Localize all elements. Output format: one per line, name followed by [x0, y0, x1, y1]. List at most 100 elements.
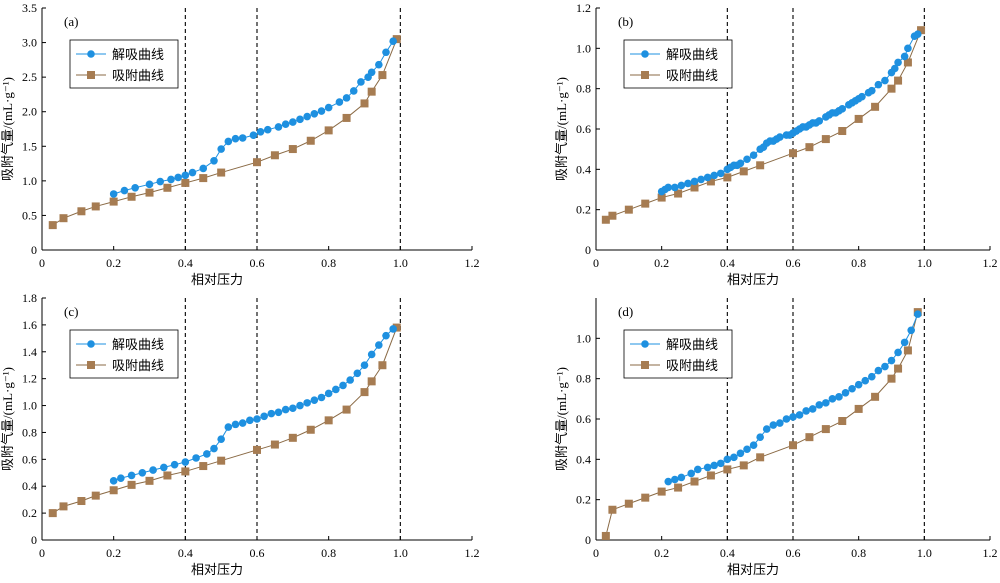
desorption-point	[260, 412, 268, 421]
desorption-point	[346, 376, 354, 384]
x-tick-label: 0.8	[321, 256, 336, 270]
desorption-point	[149, 466, 157, 474]
adsorption-point	[624, 205, 633, 214]
desorption-point	[716, 459, 725, 468]
y-tick-label: 0.6	[22, 452, 37, 466]
desorption-point	[887, 356, 896, 365]
adsorption-point	[674, 483, 683, 492]
desorption-point	[117, 474, 125, 482]
desorption-point	[389, 37, 397, 45]
adsorption-point	[821, 135, 830, 144]
x-tick-label: 0	[593, 546, 599, 560]
adsorption-point	[181, 178, 190, 187]
y-tick-label: 0.2	[576, 493, 591, 507]
legend-label-adsorption: 吸附曲线	[666, 68, 718, 83]
x-axis-title: 相对压力	[191, 272, 243, 287]
adsorption-point	[367, 87, 376, 96]
desorption-point	[835, 393, 843, 401]
desorption-point	[217, 435, 225, 443]
y-tick-label: 2.5	[22, 70, 37, 84]
adsorption-point	[871, 102, 880, 111]
y-tick-label: 0	[585, 243, 591, 257]
chart-panel-1: 0 0.2 0.4 0.6 0.8 1.0 1.2 0 0.5 1.0 1.5 2.0 2.5 3.0 3.…	[0, 1, 480, 287]
adsorption-point	[887, 84, 896, 93]
adsorption-point	[91, 491, 100, 500]
desorption-point	[743, 445, 751, 454]
adsorption-point	[288, 433, 297, 442]
desorption-point	[776, 419, 784, 427]
desorption-point	[736, 159, 745, 168]
legend-label-adsorption: 吸附曲线	[666, 358, 718, 373]
adsorption-point	[871, 392, 880, 401]
adsorption-point	[805, 433, 814, 442]
desorption-point	[289, 404, 297, 413]
adsorption-point	[894, 364, 903, 373]
adsorption-point	[706, 177, 715, 186]
adsorption-point	[145, 188, 154, 197]
desorption-point	[710, 461, 718, 470]
desorption-point	[335, 98, 344, 106]
desorption-point	[210, 444, 218, 453]
x-tick-label: 1.2	[465, 256, 480, 270]
adsorption-point	[270, 151, 279, 160]
y-tick-label: 1.2	[22, 372, 37, 386]
y-tick-label: 1.0	[576, 331, 591, 345]
desorption-point	[749, 441, 758, 450]
desorption-point	[324, 389, 333, 398]
adsorption-point	[360, 388, 369, 397]
adsorption-point	[253, 445, 261, 454]
chart-panel-3: 0 0.2 0.4 0.6 0.8 1.0 1.2 0 0.2 0.4 0.6 0.8 1.0 1.2 1.…	[0, 291, 480, 577]
adsorption-point	[77, 497, 86, 506]
desorption-point	[848, 384, 856, 393]
adsorption-point	[690, 477, 699, 486]
x-tick-label: 0.4	[720, 546, 735, 560]
y-tick-label: 0.4	[576, 452, 591, 466]
y-tick-label: 1.0	[22, 174, 37, 188]
y-tick-label: 1.6	[22, 318, 37, 332]
desorption-point	[375, 60, 383, 69]
adsorption-point	[270, 440, 279, 449]
adsorption-point	[199, 462, 208, 471]
desorption-point	[776, 133, 784, 141]
x-axis-title: 相对压力	[191, 562, 243, 577]
x-tick-label: 1.0	[393, 256, 408, 270]
adsorption-point	[217, 456, 226, 465]
y-tick-label: 0.8	[576, 82, 591, 96]
desorption-point	[664, 477, 673, 486]
adsorption-point	[324, 126, 333, 135]
y-tick-label: 1.5	[22, 139, 37, 153]
desorption-point	[188, 168, 197, 177]
desorption-point	[382, 48, 390, 57]
x-tick-label: 0.6	[250, 546, 265, 560]
desorption-point	[874, 366, 883, 375]
desorption-point	[181, 458, 190, 466]
desorption-point	[907, 326, 915, 335]
adsorption-point	[723, 173, 732, 182]
desorption-point	[756, 433, 764, 441]
desorption-point	[802, 407, 810, 415]
desorption-point	[357, 78, 365, 86]
adsorption-point	[601, 215, 610, 224]
desorption-point	[389, 325, 397, 333]
desorption-point	[303, 399, 311, 407]
legend-marker-desorption	[87, 50, 95, 58]
desorption-point	[743, 155, 751, 164]
adsorption-point	[641, 493, 650, 502]
desorption-point	[296, 115, 304, 124]
desorption-point	[263, 125, 272, 134]
adsorption-point	[181, 467, 190, 476]
x-tick-label: 0.8	[851, 256, 866, 270]
adsorption-point	[917, 26, 926, 35]
y-tick-label: 0.6	[576, 412, 591, 426]
x-tick-label: 0	[39, 546, 45, 560]
adsorption-point	[253, 158, 261, 167]
desorption-point	[828, 395, 837, 403]
adsorption-point	[887, 374, 896, 383]
desorption-point	[795, 411, 804, 419]
desorption-point	[838, 105, 847, 113]
x-tick-label: 0.2	[654, 256, 669, 270]
y-tick-label: 2.0	[22, 105, 37, 119]
desorption-point	[690, 177, 699, 186]
adsorption-point	[838, 127, 847, 136]
desorption-point	[303, 112, 311, 121]
